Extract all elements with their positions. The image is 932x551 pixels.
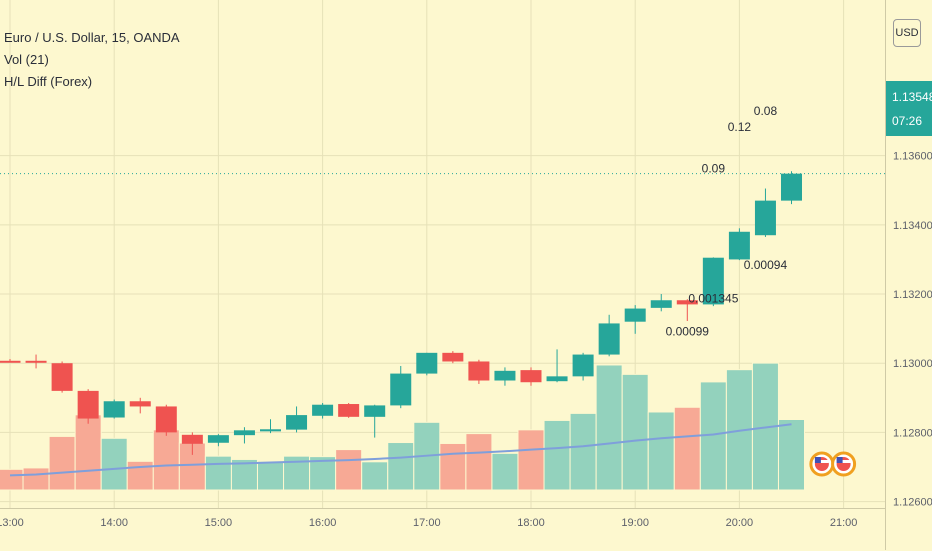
volume-bar (517, 429, 545, 491)
volume-bar (778, 419, 805, 491)
candle-body (754, 200, 776, 236)
candle-body (233, 430, 255, 436)
volume-bar (543, 419, 571, 491)
hl-diff-label: 0.12 (728, 120, 752, 134)
volume-bar (569, 412, 597, 491)
hl-diff-indicator-label[interactable]: H/L Diff (Forex) (4, 74, 93, 89)
candle-body (494, 370, 516, 381)
candle-body (207, 435, 229, 443)
event-flag-canton (814, 457, 821, 463)
candle-body (442, 352, 464, 362)
candle-body (129, 401, 151, 407)
volume-bar (257, 460, 284, 491)
candle-body (598, 323, 620, 355)
volume-bar (335, 449, 363, 491)
candle-body (312, 404, 334, 416)
candle-body (286, 415, 308, 430)
candle-body (364, 405, 386, 417)
x-tick-label: 14:00 (100, 517, 128, 529)
volume-bar (22, 467, 50, 491)
candle-body (781, 173, 802, 201)
candle-body (77, 390, 99, 419)
y-tick-label: 1.13400 (893, 220, 932, 232)
candle-body (572, 354, 594, 377)
x-tick-label: 15:00 (205, 517, 233, 529)
candle-body (0, 360, 21, 363)
candle-body (25, 360, 47, 363)
candle-body (650, 300, 672, 308)
event-flag-canton (836, 457, 843, 463)
y-tick-label: 1.13600 (893, 151, 932, 163)
volume-bar (673, 406, 701, 491)
candle-body (728, 231, 750, 260)
candle-body (520, 370, 542, 383)
hl-diff-label: 0.00099 (666, 325, 710, 339)
volume-indicator-label[interactable]: Vol (21) (4, 52, 49, 67)
hl-diff-label: 0.00094 (744, 258, 788, 272)
x-tick-label: 17:00 (413, 517, 441, 529)
candle-body (468, 361, 490, 381)
volume-bar (491, 452, 519, 491)
hl-diff-label: 0.08 (754, 104, 778, 118)
volume-bar (0, 468, 24, 491)
volume-bar (309, 456, 337, 491)
currency-button[interactable]: USD (893, 19, 921, 47)
event-flag-stripe (836, 460, 851, 463)
y-tick-label: 1.13000 (893, 358, 932, 370)
event-flag-icon (831, 451, 857, 477)
bar-countdown: 07:26 (892, 114, 923, 128)
candle-body (155, 406, 177, 433)
x-tick-label: 21:00 (830, 517, 858, 529)
time-axis[interactable] (0, 508, 885, 551)
volume-bar (361, 461, 389, 491)
last-price-badge: 1.13548 07:26 (886, 81, 932, 136)
candle-body (181, 434, 203, 444)
candle-body (103, 401, 125, 418)
x-tick-label: 13:00 (0, 517, 24, 529)
volume-bar (204, 455, 232, 491)
volume-bar (48, 435, 76, 491)
candle-body (51, 363, 73, 391)
y-tick-label: 1.13200 (893, 289, 932, 301)
volume-bar (621, 373, 649, 491)
y-tick-label: 1.12800 (893, 427, 932, 439)
volume-bar (465, 433, 493, 491)
y-tick-label: 1.12600 (893, 497, 932, 509)
candle-body (416, 352, 438, 374)
candle-body (260, 429, 281, 432)
x-tick-label: 18:00 (517, 517, 545, 529)
candle-body (624, 308, 646, 322)
volume-bar (387, 442, 415, 491)
volume-bar (152, 429, 180, 491)
candle-body (702, 257, 724, 305)
volume-bar (74, 414, 102, 491)
hl-diff-label: 0.09 (702, 161, 726, 175)
volume-bar (439, 442, 467, 491)
candle-body (338, 404, 360, 417)
hl-diff-label: 0.001345 (688, 292, 738, 306)
volume-ma-line (9, 423, 792, 477)
volume-bar (595, 364, 623, 491)
x-tick-label: 19:00 (621, 517, 649, 529)
candle-body (676, 300, 698, 305)
price-axis[interactable] (885, 0, 932, 550)
event-flag-stripe (814, 460, 829, 463)
x-tick-label: 20:00 (726, 517, 754, 529)
chart-legend: Euro / U.S. Dollar, 15, OANDA Vol (21) H… (4, 27, 180, 93)
candle-body (390, 373, 412, 406)
x-tick-label: 16:00 (309, 517, 337, 529)
symbol-title[interactable]: Euro / U.S. Dollar, 15, OANDA (4, 30, 180, 45)
volume-bar (647, 411, 675, 491)
event-flag-icon (809, 451, 835, 477)
volume-bar (100, 437, 128, 491)
last-price-value: 1.13548 (892, 90, 932, 104)
candle-body (546, 376, 568, 382)
